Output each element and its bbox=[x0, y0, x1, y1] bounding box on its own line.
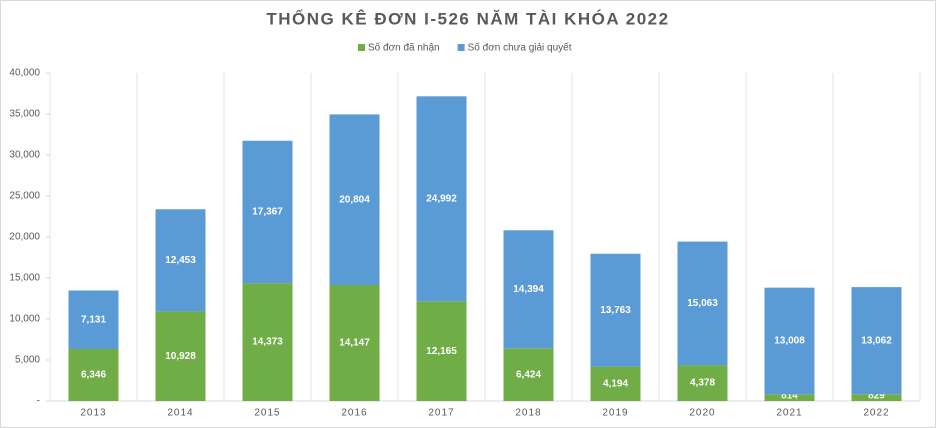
value-label: 6,346 bbox=[81, 370, 106, 381]
value-label: 12,453 bbox=[165, 255, 196, 266]
legend-swatch bbox=[358, 44, 365, 51]
x-tick-label: 2022 bbox=[863, 408, 889, 419]
bar-segment bbox=[416, 301, 467, 401]
bar-segment bbox=[677, 241, 728, 366]
bar-segment bbox=[764, 394, 815, 401]
x-tick-label: 2014 bbox=[167, 408, 193, 419]
bar-segment bbox=[590, 253, 641, 367]
bar-segment bbox=[68, 290, 119, 349]
x-tick-label: 2018 bbox=[515, 408, 541, 419]
value-label: 14,394 bbox=[513, 284, 544, 295]
bar-segment bbox=[764, 287, 815, 395]
y-tick-label: 35,000 bbox=[9, 109, 40, 120]
y-tick-label: 15,000 bbox=[9, 273, 40, 284]
bar-segment bbox=[329, 284, 380, 401]
bar-segment bbox=[503, 230, 554, 349]
x-tick-label: 2016 bbox=[341, 408, 367, 419]
value-label: 829 bbox=[868, 391, 885, 402]
bar-segment bbox=[155, 311, 206, 401]
x-tick-label: 2020 bbox=[689, 408, 715, 419]
value-label: 7,131 bbox=[81, 314, 106, 325]
bar-segment bbox=[155, 209, 206, 312]
value-label: 12,165 bbox=[426, 346, 457, 357]
y-tick-label: 25,000 bbox=[9, 191, 40, 202]
legend-label: Số đơn đã nhận bbox=[368, 42, 440, 54]
value-label: 20,804 bbox=[339, 194, 370, 205]
x-tick-label: 2015 bbox=[254, 408, 280, 419]
y-tick-label: 20,000 bbox=[9, 232, 40, 243]
legend-swatch bbox=[457, 44, 465, 51]
bar-segment bbox=[590, 366, 641, 401]
value-label: 15,063 bbox=[687, 298, 718, 309]
x-tick-label: 2019 bbox=[602, 408, 628, 419]
bar-segment bbox=[416, 96, 467, 302]
y-tick-label: 5,000 bbox=[15, 355, 40, 366]
value-label: 4,378 bbox=[690, 378, 715, 389]
chart-title: THỐNG KÊ ĐƠN I-526 NĂM TÀI KHÓA 2022 bbox=[266, 8, 669, 28]
y-tick-label: 30,000 bbox=[9, 150, 40, 161]
value-label: 13,008 bbox=[774, 336, 805, 347]
bar-segment bbox=[68, 348, 119, 401]
value-label: 4,194 bbox=[603, 378, 628, 389]
bar-segment bbox=[242, 283, 293, 401]
value-label: 13,062 bbox=[861, 335, 892, 346]
y-tick-label: 10,000 bbox=[9, 314, 40, 325]
bar-segment bbox=[503, 348, 554, 401]
y-tick-label: - bbox=[37, 396, 40, 407]
value-label: 14,373 bbox=[252, 337, 283, 348]
value-label: 17,367 bbox=[252, 207, 283, 218]
value-label: 6,424 bbox=[516, 369, 541, 380]
value-label: 814 bbox=[781, 391, 798, 402]
x-tick-label: 2017 bbox=[428, 408, 454, 419]
bar-segment bbox=[677, 365, 728, 401]
value-label: 10,928 bbox=[165, 351, 196, 362]
value-label: 24,992 bbox=[426, 193, 457, 204]
value-label: 14,147 bbox=[339, 338, 370, 349]
legend-label: Số đơn chưa giải quyết bbox=[468, 42, 572, 54]
x-tick-label: 2021 bbox=[776, 408, 802, 419]
value-label: 13,763 bbox=[600, 305, 631, 316]
bar-segment bbox=[329, 114, 380, 285]
y-tick-label: 40,000 bbox=[9, 68, 40, 79]
x-tick-label: 2013 bbox=[80, 408, 106, 419]
bar-segment bbox=[851, 287, 902, 395]
bar-segment bbox=[242, 140, 293, 284]
bar-segment bbox=[851, 394, 902, 401]
